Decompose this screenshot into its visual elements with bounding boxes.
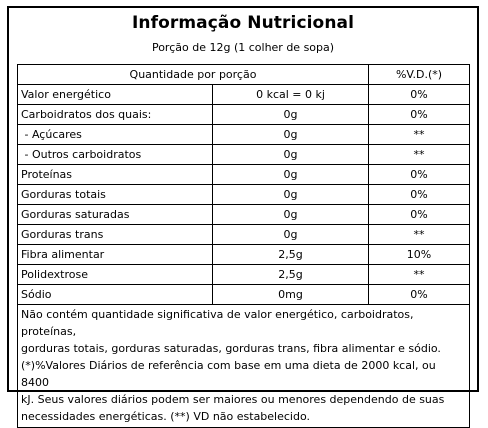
nutrient-label: Sódio (17, 284, 213, 305)
table-row: Sódio 0mg 0% (17, 284, 470, 305)
nutrient-label: Polidextrose (17, 264, 213, 285)
nutrient-label: Gorduras trans (17, 224, 213, 245)
nutrient-label: - Açúcares (17, 124, 213, 145)
nutrition-table: Quantidade por porção %V.D.(*) Valor ene… (17, 64, 470, 428)
nutrient-label: Proteínas (17, 164, 213, 185)
footnote-line: necessidades energéticas. (**) VD não es… (21, 410, 310, 423)
nutrient-vd: 0% (368, 164, 470, 185)
nutrient-quantity: 0 kcal = 0 kj (212, 84, 369, 105)
nutrient-vd: ** (368, 124, 470, 145)
nutrient-quantity: 0g (212, 144, 369, 165)
nutrient-vd: ** (368, 264, 470, 285)
nutrient-vd: 0% (368, 204, 470, 225)
nutrient-vd: 0% (368, 84, 470, 105)
portion-size: Porção de 12g (1 colher de sopa) (151, 41, 335, 54)
table-header-row: Quantidade por porção %V.D.(*) (17, 64, 470, 85)
table-row: Gorduras trans 0g ** (17, 224, 470, 245)
nutrient-vd: 10% (368, 244, 470, 265)
nutrient-label: Gorduras totais (17, 184, 213, 205)
footnote-line: (*)%Valores Diários de referência com ba… (21, 359, 436, 389)
footnote: Não contém quantidade significativa de v… (17, 304, 470, 428)
table-row: Gorduras saturadas 0g 0% (17, 204, 470, 225)
nutrient-quantity: 0g (212, 164, 369, 185)
table-row: Polidextrose 2,5g ** (17, 264, 470, 285)
header-quantity: Quantidade por porção (17, 64, 369, 85)
table-row: Proteínas 0g 0% (17, 164, 470, 185)
nutrient-label: Valor energético (17, 84, 213, 105)
nutrient-label: Gorduras saturadas (17, 204, 213, 225)
footnote-line: Não contém quantidade significativa de v… (21, 308, 414, 338)
nutrient-vd: 0% (368, 284, 470, 305)
nutrient-quantity: 0mg (212, 284, 369, 305)
nutrient-vd: 0% (368, 104, 470, 125)
nutrient-label: Carboidratos dos quais: (17, 104, 213, 125)
nutrient-quantity: 0g (212, 104, 369, 125)
nutrient-rows: Valor energético 0 kcal = 0 kj 0% Carboidra… (17, 84, 470, 305)
nutrient-vd: ** (368, 224, 470, 245)
nutrient-quantity: 2,5g (212, 244, 369, 265)
footnote-row: Não contém quantidade significativa de v… (17, 304, 470, 428)
table-row: - Outros carboidratos 0g ** (17, 144, 470, 165)
nutrition-title: Informação Nutricional (131, 13, 355, 33)
table-row: Fibra alimentar 2,5g 10% (17, 244, 470, 265)
table-row: - Açúcares 0g ** (17, 124, 470, 145)
nutrient-quantity: 0g (212, 224, 369, 245)
table-row: Valor energético 0 kcal = 0 kj 0% (17, 84, 470, 105)
nutrient-vd: ** (368, 144, 470, 165)
nutrient-quantity: 2,5g (212, 264, 369, 285)
nutrition-facts-panel: Informação Nutricional Porção de 12g (1 … (7, 6, 479, 428)
table-row: Gorduras totais 0g 0% (17, 184, 470, 205)
footnote-line: gorduras totais, gorduras saturadas, gor… (21, 342, 441, 355)
nutrient-label: - Outros carboidratos (17, 144, 213, 165)
nutrient-quantity: 0g (212, 124, 369, 145)
nutrient-quantity: 0g (212, 204, 369, 225)
table-row: Carboidratos dos quais: 0g 0% (17, 104, 470, 125)
nutrient-label: Fibra alimentar (17, 244, 213, 265)
nutrient-vd: 0% (368, 184, 470, 205)
header-vd: %V.D.(*) (368, 64, 470, 85)
nutrient-quantity: 0g (212, 184, 369, 205)
